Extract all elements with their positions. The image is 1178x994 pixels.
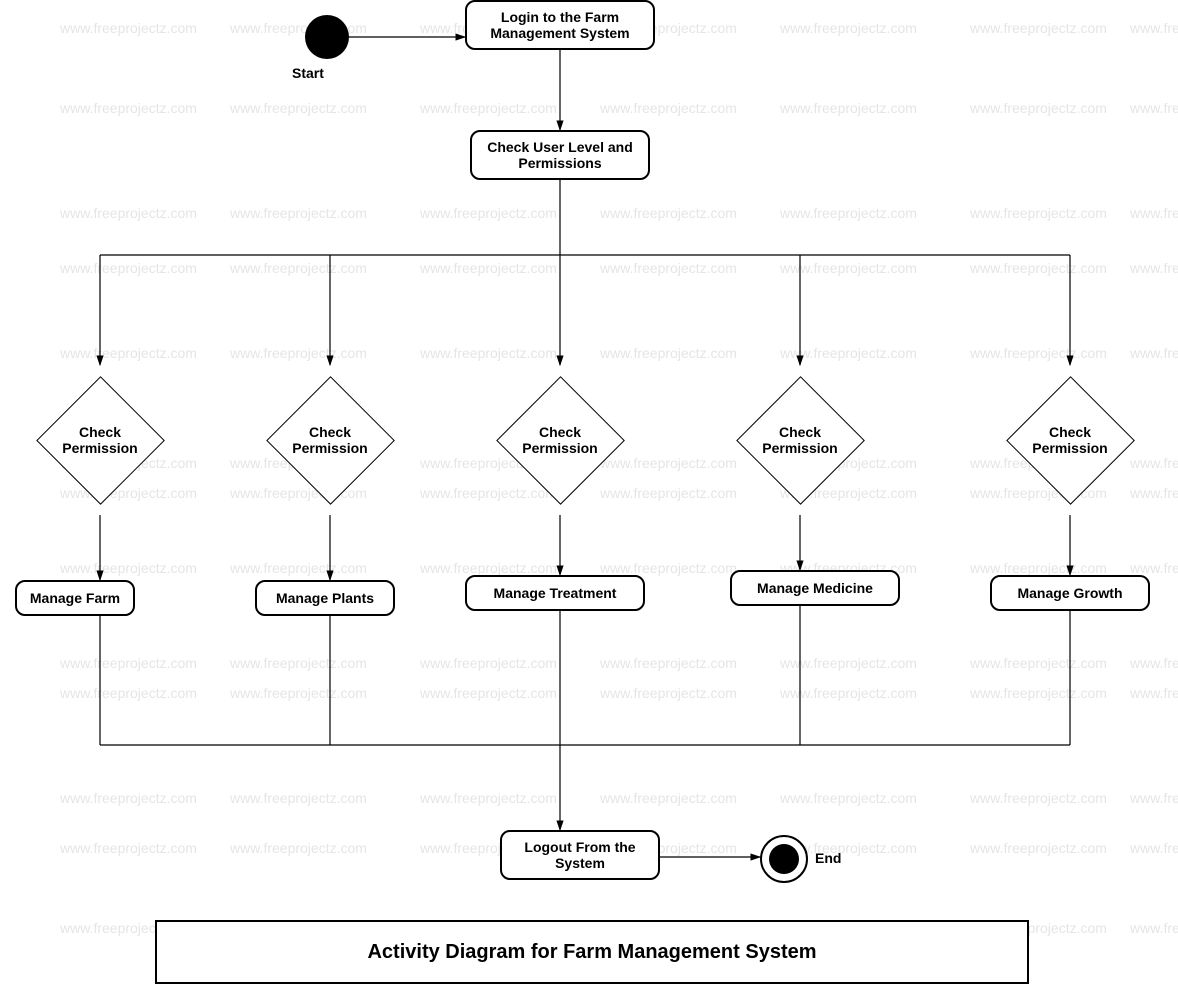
start-label: Start: [292, 65, 324, 81]
decision-label: Check Permission: [40, 424, 160, 456]
watermark-text: www.freeprojectz.com: [970, 345, 1107, 361]
watermark-text: www.freeprojectz.com: [780, 20, 917, 36]
watermark-text: www.freeprojectz.com: [970, 260, 1107, 276]
watermark-text: www.freeprojectz.com: [970, 655, 1107, 671]
watermark-text: www.freeprojectz.com: [780, 260, 917, 276]
watermark-text: www.freeprojectz.com: [420, 655, 557, 671]
decision-label: Check Permission: [1010, 424, 1130, 456]
manage-box: Manage Treatment: [465, 575, 645, 611]
check-user-text: Check User Level and Permissions: [480, 139, 640, 171]
watermark-text: www.freeprojectz.com: [60, 345, 197, 361]
watermark-text: www.freeprojectz.com: [60, 205, 197, 221]
watermark-text: www.freeprojectz.com: [970, 790, 1107, 806]
watermark-text: www.freeprojectz.com: [600, 260, 737, 276]
watermark-text: www.freeprojectz.com: [1130, 260, 1178, 276]
watermark-text: www.freeprojectz.com: [420, 790, 557, 806]
watermark-text: www.freeprojectz.com: [420, 485, 557, 501]
watermark-text: www.freeprojectz.com: [60, 20, 197, 36]
watermark-text: www.freeprojectz.com: [600, 345, 737, 361]
watermark-text: www.freeprojectz.com: [1130, 205, 1178, 221]
watermark-text: www.freeprojectz.com: [970, 685, 1107, 701]
watermark-text: www.freeprojectz.com: [970, 100, 1107, 116]
end-label: End: [815, 850, 841, 866]
manage-box: Manage Plants: [255, 580, 395, 616]
logout-text: Logout From the System: [510, 839, 650, 871]
title-box: Activity Diagram for Farm Management Sys…: [155, 920, 1029, 984]
start-node: [305, 15, 349, 59]
watermark-text: www.freeprojectz.com: [230, 840, 367, 856]
watermark-text: www.freeprojectz.com: [780, 345, 917, 361]
watermark-text: www.freeprojectz.com: [600, 205, 737, 221]
watermark-text: www.freeprojectz.com: [1130, 485, 1178, 501]
manage-box: Manage Farm: [15, 580, 135, 616]
watermark-text: www.freeprojectz.com: [60, 840, 197, 856]
decision-label: Check Permission: [740, 424, 860, 456]
login-box: Login to the Farm Management System: [465, 0, 655, 50]
watermark-text: www.freeprojectz.com: [230, 655, 367, 671]
watermark-text: www.freeprojectz.com: [600, 685, 737, 701]
watermark-text: www.freeprojectz.com: [420, 100, 557, 116]
watermark-text: www.freeprojectz.com: [600, 790, 737, 806]
watermark-text: www.freeprojectz.com: [60, 485, 197, 501]
watermark-text: www.freeprojectz.com: [1130, 345, 1178, 361]
watermark-text: www.freeprojectz.com: [420, 260, 557, 276]
watermark-text: www.freeprojectz.com: [970, 20, 1107, 36]
login-text: Login to the Farm Management System: [475, 9, 645, 41]
watermark-text: www.freeprojectz.com: [1130, 560, 1178, 576]
watermark-text: www.freeprojectz.com: [420, 345, 557, 361]
watermark-text: www.freeprojectz.com: [420, 560, 557, 576]
decision-label: Check Permission: [500, 424, 620, 456]
watermark-text: www.freeprojectz.com: [780, 790, 917, 806]
watermark-text: www.freeprojectz.com: [1130, 455, 1178, 471]
watermark-text: www.freeprojectz.com: [60, 685, 197, 701]
watermark-text: www.freeprojectz.com: [420, 685, 557, 701]
watermark-text: www.freeprojectz.com: [970, 205, 1107, 221]
watermark-text: www.freeprojectz.com: [60, 790, 197, 806]
watermark-text: www.freeprojectz.com: [600, 485, 737, 501]
watermark-text: www.freeprojectz.com: [230, 685, 367, 701]
watermark-text: www.freeprojectz.com: [230, 205, 367, 221]
manage-box: Manage Medicine: [730, 570, 900, 606]
manage-box: Manage Growth: [990, 575, 1150, 611]
watermark-text: www.freeprojectz.com: [600, 560, 737, 576]
watermark-text: www.freeprojectz.com: [970, 560, 1107, 576]
diagram-canvas: www.freeprojectz.com www.freeprojectz.com…: [0, 0, 1178, 994]
watermark-text: www.freeprojectz.com: [1130, 655, 1178, 671]
watermark-text: www.freeprojectz.com: [230, 560, 367, 576]
watermark-text: www.freeprojectz.com: [230, 100, 367, 116]
watermark-text: www.freeprojectz.com: [600, 455, 737, 471]
watermark-text: www.freeprojectz.com: [1130, 100, 1178, 116]
watermark-text: www.freeprojectz.com: [60, 655, 197, 671]
watermark-text: www.freeprojectz.com: [230, 345, 367, 361]
watermark-text: www.freeprojectz.com: [1130, 790, 1178, 806]
watermark-text: www.freeprojectz.com: [60, 100, 197, 116]
watermark-text: www.freeprojectz.com: [1130, 685, 1178, 701]
watermark-text: www.freeprojectz.com: [420, 205, 557, 221]
watermark-text: www.freeprojectz.com: [970, 840, 1107, 856]
watermark-text: www.freeprojectz.com: [1130, 840, 1178, 856]
watermark-text: www.freeprojectz.com: [230, 260, 367, 276]
watermark-text: www.freeprojectz.com: [1130, 920, 1178, 936]
watermark-text: www.freeprojectz.com: [780, 685, 917, 701]
watermark-text: www.freeprojectz.com: [780, 100, 917, 116]
watermark-text: www.freeprojectz.com: [780, 655, 917, 671]
title-text: Activity Diagram for Farm Management Sys…: [367, 941, 816, 964]
watermark-text: www.freeprojectz.com: [780, 205, 917, 221]
watermark-text: www.freeprojectz.com: [600, 655, 737, 671]
watermark-text: www.freeprojectz.com: [1130, 20, 1178, 36]
watermark-text: www.freeprojectz.com: [60, 260, 197, 276]
end-node-inner: [769, 844, 799, 874]
logout-box: Logout From the System: [500, 830, 660, 880]
watermark-text: www.freeprojectz.com: [60, 560, 197, 576]
check-user-box: Check User Level and Permissions: [470, 130, 650, 180]
end-node: [760, 835, 808, 883]
decision-label: Check Permission: [270, 424, 390, 456]
watermark-text: www.freeprojectz.com: [600, 100, 737, 116]
watermark-text: www.freeprojectz.com: [230, 790, 367, 806]
